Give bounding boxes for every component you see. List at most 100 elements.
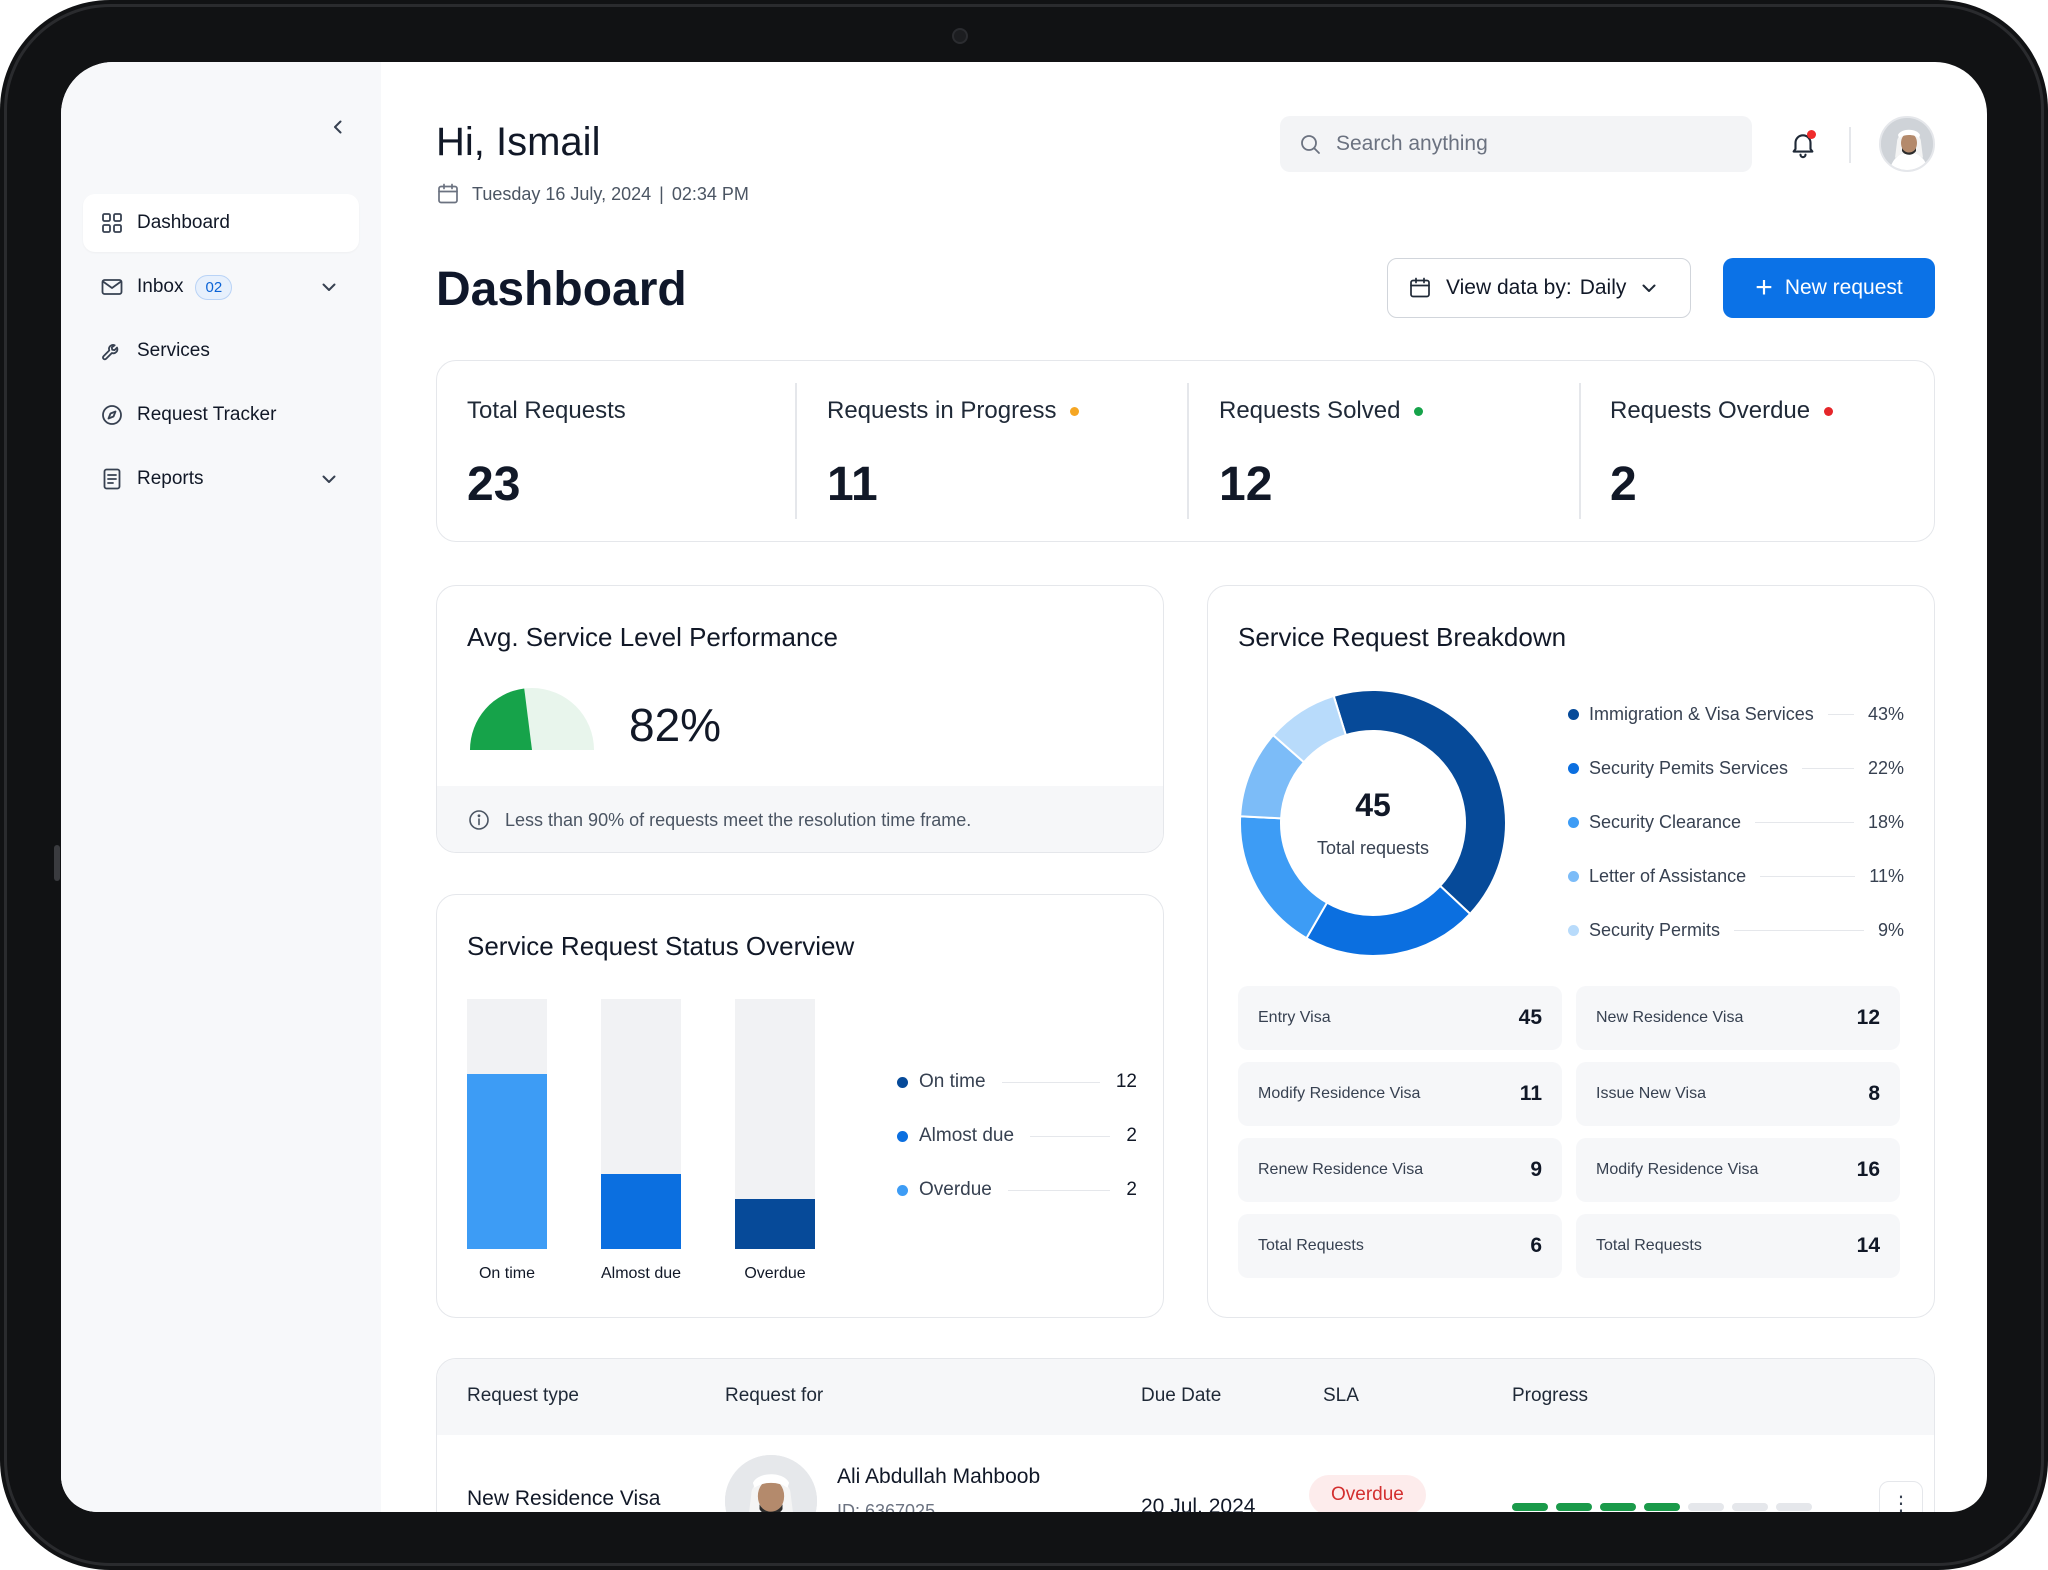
service-level-performance-card: Avg. Service Level Performance 82% Less … bbox=[436, 585, 1164, 853]
column-header[interactable]: Due Date bbox=[1141, 1385, 1222, 1406]
bar-label: Overdue bbox=[744, 1265, 806, 1282]
status-dot-overdue bbox=[1824, 406, 1834, 416]
breakdown-tile[interactable]: Total Requests 14 bbox=[1576, 1214, 1900, 1278]
legend-label: Overdue bbox=[919, 1179, 992, 1200]
view-data-label: View data by: bbox=[1446, 276, 1572, 299]
legend-dot bbox=[1568, 762, 1579, 774]
donut-slice-0[interactable] bbox=[1332, 689, 1507, 916]
progress-segment bbox=[1600, 1503, 1636, 1511]
legend-item: Security Pemits Services 22% bbox=[1568, 753, 1904, 783]
search-input[interactable] bbox=[1336, 132, 1716, 156]
stat-requests-solved[interactable]: Requests Solved 12 bbox=[1189, 361, 1579, 541]
stat-requests-in-progress[interactable]: Requests in Progress 11 bbox=[797, 361, 1187, 541]
column-header[interactable]: Request for bbox=[725, 1385, 824, 1406]
legend-value: 2 bbox=[1126, 1179, 1137, 1200]
stat-label: Total Requests bbox=[467, 397, 626, 425]
front-camera bbox=[952, 28, 968, 44]
tile-label: Modify Residence Visa bbox=[1258, 1085, 1421, 1102]
column-header[interactable]: SLA bbox=[1323, 1385, 1359, 1406]
view-data-by-dropdown[interactable]: View data by: Daily bbox=[1387, 258, 1691, 318]
user-avatar[interactable] bbox=[1879, 116, 1935, 172]
search-icon bbox=[1298, 131, 1324, 157]
performance-note-text: Less than 90% of requests meet the resol… bbox=[505, 809, 972, 830]
main-content: Hi, Ismail Tuesday 16 July, 2024 | 02:34… bbox=[381, 62, 1987, 1512]
stat-requests-overdue[interactable]: Requests Overdue 2 bbox=[1580, 361, 1935, 541]
legend-value: 18% bbox=[1867, 811, 1904, 832]
breakdown-tile[interactable]: Total Requests 6 bbox=[1238, 1214, 1562, 1278]
stat-total-requests[interactable]: Total Requests 23 bbox=[437, 361, 797, 541]
info-icon bbox=[467, 807, 493, 833]
tile-value: 6 bbox=[1530, 1234, 1542, 1257]
sidebar-item-inbox[interactable]: Inbox 02 bbox=[83, 258, 359, 316]
legend-dot bbox=[1568, 924, 1579, 936]
chevron-down-icon[interactable] bbox=[317, 467, 341, 491]
tile-label: Total Requests bbox=[1596, 1237, 1702, 1254]
request-type: New Residence Visa bbox=[467, 1487, 661, 1510]
progress-segment bbox=[1688, 1503, 1724, 1511]
breakdown-tile[interactable]: New Residence Visa 12 bbox=[1576, 986, 1900, 1050]
legend-value: 9% bbox=[1877, 919, 1904, 940]
mail-icon bbox=[99, 274, 125, 300]
legend-item: Letter of Assistance 11% bbox=[1568, 861, 1904, 891]
legend-leader-line bbox=[1827, 713, 1854, 715]
legend-value: 2 bbox=[1126, 1125, 1137, 1146]
legend-label: Letter of Assistance bbox=[1589, 865, 1747, 886]
view-data-value: Daily bbox=[1579, 276, 1627, 299]
tile-label: Entry Visa bbox=[1258, 1009, 1331, 1026]
table-header: Request type Request for Due Date SLA Pr… bbox=[437, 1359, 1934, 1435]
header-divider bbox=[1849, 127, 1851, 163]
new-request-button[interactable]: + New request bbox=[1723, 258, 1935, 318]
grid-icon bbox=[99, 210, 125, 236]
breakdown-tile[interactable]: Modify Residence Visa 11 bbox=[1238, 1062, 1562, 1126]
bar-label: Almost due bbox=[600, 1265, 682, 1282]
sidebar-item-label: Inbox bbox=[137, 276, 184, 297]
legend-value: 11% bbox=[1869, 865, 1904, 886]
current-time: 02:34 PM bbox=[671, 183, 749, 204]
legend-dot bbox=[1568, 870, 1579, 882]
collapse-sidebar-button[interactable] bbox=[323, 112, 353, 142]
status-dot-solved bbox=[1414, 406, 1424, 416]
progress-segment bbox=[1644, 1503, 1680, 1511]
sidebar-nav: Dashboard Inbox 02 Services bbox=[83, 194, 359, 514]
legend-dot bbox=[897, 1076, 908, 1088]
bell-icon bbox=[1792, 134, 1814, 159]
inbox-count-badge: 02 bbox=[195, 274, 233, 300]
progress-segment bbox=[1556, 1503, 1592, 1511]
breakdown-tile[interactable]: Issue New Visa 8 bbox=[1576, 1062, 1900, 1126]
legend-label: On time bbox=[919, 1071, 986, 1092]
donut-slice-4[interactable] bbox=[1271, 694, 1348, 764]
sidebar-item-request-tracker[interactable]: Request Tracker bbox=[83, 386, 359, 444]
column-header[interactable]: Request type bbox=[467, 1385, 579, 1406]
breakdown-tile[interactable]: Modify Residence Visa 16 bbox=[1576, 1138, 1900, 1202]
legend-item: Security Clearance 18% bbox=[1568, 807, 1904, 837]
chevron-down-icon[interactable] bbox=[317, 275, 341, 299]
sidebar-item-reports[interactable]: Reports bbox=[83, 450, 359, 508]
search-bar[interactable] bbox=[1280, 116, 1752, 172]
breakdown-tile[interactable]: Entry Visa 45 bbox=[1238, 986, 1562, 1050]
legend-value: 12 bbox=[1115, 1071, 1137, 1092]
column-header[interactable]: Progress bbox=[1512, 1385, 1589, 1406]
donut-total-label: Total requests bbox=[1316, 838, 1430, 858]
legend-leader-line bbox=[1802, 767, 1854, 769]
progress-segment bbox=[1512, 1503, 1548, 1511]
requester-id: ID: 6367025 bbox=[837, 1501, 936, 1512]
bar-track bbox=[735, 999, 815, 1249]
stat-label: Requests Overdue bbox=[1610, 397, 1834, 425]
sidebar-item-services[interactable]: Services bbox=[83, 322, 359, 380]
greeting: Hi, Ismail bbox=[436, 120, 601, 164]
legend-label: Security Clearance bbox=[1589, 811, 1742, 832]
row-more-button[interactable]: ⋮ bbox=[1879, 1481, 1923, 1512]
notifications-button[interactable] bbox=[1783, 124, 1823, 164]
stat-value: 2 bbox=[1610, 458, 1637, 511]
legend-item: Security Permits 9% bbox=[1568, 915, 1904, 945]
bar-fill bbox=[601, 1174, 681, 1249]
progress-segment bbox=[1776, 1503, 1812, 1511]
legend-item: On time 12 bbox=[897, 1067, 1137, 1097]
bar-label: On time bbox=[478, 1265, 535, 1282]
sidebar-item-dashboard[interactable]: Dashboard bbox=[83, 194, 359, 252]
stat-value: 11 bbox=[827, 458, 878, 511]
legend-label: Almost due bbox=[919, 1125, 1015, 1146]
donut-center: 45 Total requests bbox=[1238, 688, 1508, 958]
breakdown-tile[interactable]: Renew Residence Visa 9 bbox=[1238, 1138, 1562, 1202]
